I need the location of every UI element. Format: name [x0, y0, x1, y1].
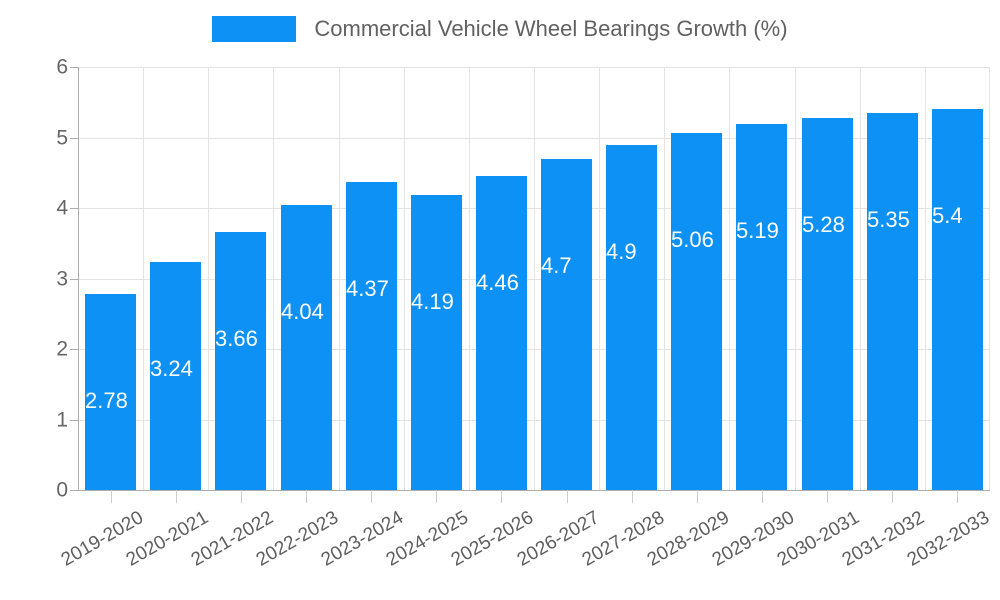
x-axis-tick-mark: [306, 490, 307, 503]
bar-value-label: 4.04: [281, 299, 324, 325]
y-axis-ticks: 0 1 2 3 4 5 6: [0, 0, 68, 600]
x-axis-tick-label: 2031-2032: [839, 507, 929, 571]
x-axis-tick-mark: [632, 490, 633, 503]
x-axis-tick-mark: [697, 490, 698, 503]
y-axis-line: [78, 67, 79, 490]
x-axis-tick-label: 2027-2028: [578, 507, 668, 571]
bar[interactable]: [606, 144, 657, 490]
bar-value-label: 4.7: [541, 252, 572, 278]
bar[interactable]: [346, 181, 397, 490]
bar[interactable]: [411, 194, 462, 490]
y-axis-tick-mark: [70, 67, 78, 68]
x-axis-tick-label: 2020-2021: [122, 507, 212, 571]
x-axis-tick-mark: [567, 490, 568, 503]
gridline-vertical: [273, 67, 274, 490]
x-axis-tick-label: 2022-2023: [252, 507, 342, 571]
x-axis-tick-mark: [176, 490, 177, 503]
y-axis-tick-mark: [70, 137, 78, 139]
bar-value-label: 3.66: [215, 325, 258, 351]
gridline-vertical: [729, 67, 730, 490]
gridline-vertical: [925, 67, 926, 490]
x-axis-tick-label: 2024-2025: [383, 507, 473, 571]
x-axis-tick-mark: [501, 490, 502, 503]
bar-value-label: 5.19: [736, 218, 779, 244]
legend-item-commercial-vehicle-wheel-bearings-growth[interactable]: Commercial Vehicle Wheel Bearings Growth…: [212, 16, 788, 42]
gridline-vertical: [795, 67, 796, 490]
bar-value-label: 5.06: [671, 227, 714, 253]
bar-value-label: 5.4: [932, 203, 963, 229]
x-axis-tick-label: 2032-2033: [904, 507, 994, 571]
x-axis-tick-mark: [241, 490, 242, 503]
gridline-vertical: [664, 67, 665, 490]
y-axis-tick-label: 1: [56, 408, 68, 431]
x-axis-tick-label: 2025-2026: [448, 507, 538, 571]
y-axis-tick-label: 2: [56, 337, 68, 361]
y-axis-tick-mark: [70, 419, 78, 421]
y-axis-tick-label: 4: [56, 196, 68, 220]
gridline-vertical: [989, 67, 990, 490]
bar-value-label: 4.19: [411, 288, 454, 314]
x-axis-tick-label: 2023-2024: [317, 507, 408, 571]
x-axis-tick-mark: [892, 490, 893, 503]
gridline-vertical: [208, 67, 209, 490]
bar-value-label: 2.78: [85, 388, 128, 413]
y-axis-tick-mark: [70, 490, 78, 491]
gridline-vertical: [534, 67, 535, 490]
chart-legend: Commercial Vehicle Wheel Bearings Growth…: [0, 0, 1000, 58]
plot-area: 2.78 3.24 3.66 4.04 4.37 4.19 4.46 4.7 4.9 5.06 5.…: [78, 67, 990, 491]
gridline-vertical: [143, 67, 144, 490]
bar-value-label: 4.37: [346, 275, 389, 301]
bar[interactable]: [736, 124, 787, 490]
x-axis-tick-label: 2021-2022: [187, 507, 277, 571]
legend-color-swatch: [212, 16, 297, 42]
y-axis-tick-label: 5: [56, 126, 68, 149]
bar[interactable]: [802, 117, 853, 490]
bar[interactable]: [541, 158, 592, 490]
x-axis-tick-label: 2019-2020: [57, 507, 147, 571]
bar[interactable]: [85, 294, 136, 490]
x-axis-tick-mark: [957, 490, 958, 503]
x-axis-tick-label: 2028-2029: [643, 507, 733, 571]
bar[interactable]: [476, 175, 527, 490]
bar-value-label: 4.46: [476, 269, 519, 295]
bar[interactable]: [150, 261, 201, 490]
bar-value-label: 5.35: [867, 206, 910, 232]
bar[interactable]: [671, 133, 722, 490]
x-axis-tick-mark: [111, 490, 112, 503]
bar-value-label: 5.28: [802, 211, 845, 237]
x-axis-tick-mark: [436, 490, 437, 503]
bar-value-label: 4.9: [606, 238, 637, 264]
x-axis-line: [78, 490, 990, 491]
bar[interactable]: [281, 205, 332, 490]
y-axis-tick-label: 3: [56, 267, 68, 290]
y-axis-tick-mark: [70, 349, 78, 350]
gridline-vertical: [469, 67, 470, 490]
x-axis-tick-label: 2030-2031: [773, 507, 864, 571]
gridline-vertical: [339, 67, 340, 490]
y-axis-tick-label: 0: [56, 478, 68, 502]
x-axis-tick-mark: [371, 490, 372, 503]
legend-item-label: Commercial Vehicle Wheel Bearings Growth…: [314, 16, 788, 41]
gridline-vertical: [860, 67, 861, 490]
x-axis-tick-mark: [827, 490, 828, 503]
gridline-vertical: [599, 67, 600, 490]
bar[interactable]: [867, 112, 918, 490]
bar-value-label: 3.24: [150, 355, 193, 381]
bar[interactable]: [215, 231, 266, 490]
y-axis-tick-mark: [70, 278, 78, 280]
bar[interactable]: [932, 109, 983, 490]
x-axis-tick-label: 2029-2030: [708, 507, 798, 571]
gridline-vertical: [404, 67, 405, 490]
y-axis-tick-mark: [70, 208, 78, 209]
x-axis-tick-mark: [762, 490, 763, 503]
y-axis-tick-label: 6: [56, 55, 68, 79]
x-axis-tick-label: 2026-2027: [513, 507, 603, 571]
